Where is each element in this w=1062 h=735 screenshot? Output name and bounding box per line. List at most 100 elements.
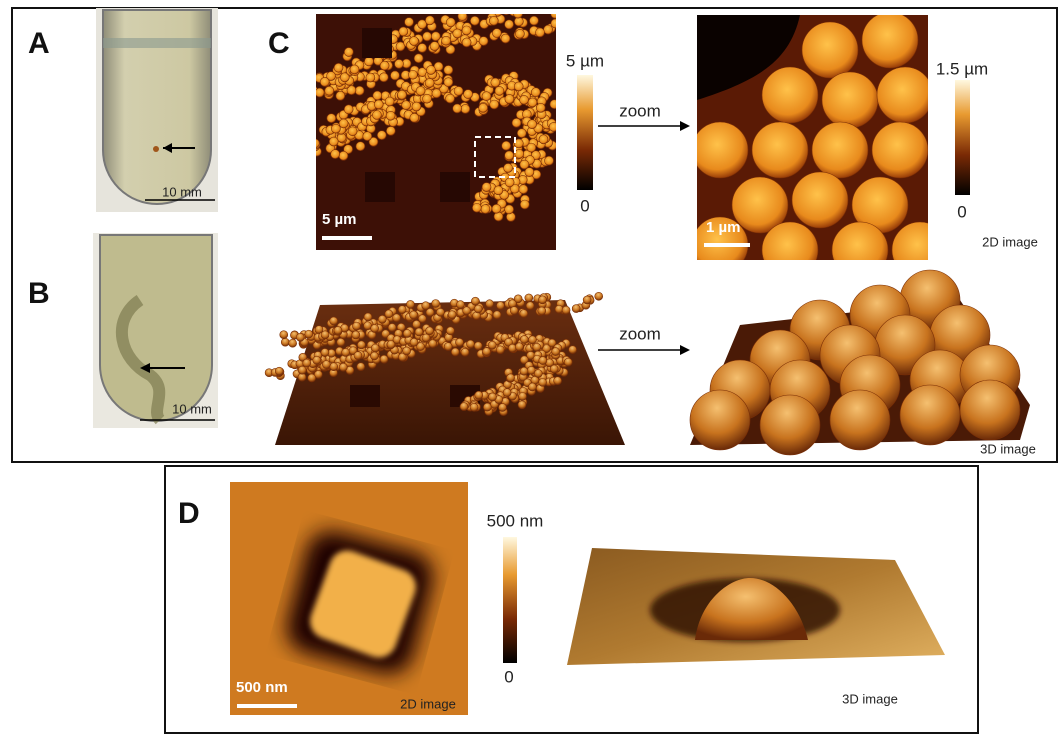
particle (478, 103, 488, 113)
particle-3d (320, 348, 330, 357)
particle-3d (370, 324, 379, 333)
afm-zoom-3d (689, 269, 1030, 456)
sphere (871, 121, 928, 179)
particle (347, 126, 358, 137)
particle (362, 131, 373, 141)
particle (338, 118, 349, 129)
particle-3d (412, 320, 421, 329)
particle (489, 99, 499, 110)
particle (386, 126, 396, 136)
particle-3d (392, 313, 401, 323)
colorbar-min: 0 (504, 667, 513, 686)
particle (516, 128, 527, 138)
particle-3d (336, 337, 346, 347)
particle-3d (563, 357, 573, 367)
particle (338, 151, 349, 161)
particle-3d (409, 338, 419, 347)
particle (384, 96, 395, 107)
particle-3d (528, 382, 537, 392)
particle-3d (538, 378, 547, 387)
colorbar (503, 537, 517, 663)
particle (544, 155, 554, 166)
particle-3d (498, 403, 507, 412)
particle (460, 104, 471, 114)
particle (452, 28, 463, 39)
particle-3d (314, 370, 323, 379)
particle-3d (456, 300, 465, 309)
particle (504, 94, 515, 104)
particle-3d (384, 309, 394, 319)
particle (417, 19, 427, 30)
colorbar (955, 80, 970, 195)
scale-bar-label: 10 mm (172, 401, 212, 416)
particle (519, 199, 530, 210)
particle-3d (370, 343, 380, 353)
particle (401, 100, 411, 110)
particle (404, 17, 414, 27)
particle (461, 37, 472, 48)
particle (354, 85, 365, 96)
colorbar-min: 0 (957, 202, 966, 221)
particle (430, 31, 441, 42)
particle (519, 159, 530, 170)
particle (500, 33, 511, 44)
particle-3d (356, 362, 366, 371)
particle-3d (398, 352, 407, 362)
colorbar (577, 75, 593, 190)
particle (415, 86, 426, 96)
particle-3d (307, 373, 317, 383)
particle-3d (520, 355, 529, 365)
particle-3d (450, 347, 460, 357)
particle (333, 62, 344, 73)
particle-3d (414, 327, 424, 337)
colorbar-max: 5 µm (566, 51, 604, 70)
particle (408, 69, 418, 80)
particle (328, 136, 339, 147)
afm-2d (230, 482, 468, 715)
particle (302, 142, 311, 151)
sphere (876, 66, 928, 124)
particle (424, 78, 435, 88)
particle (355, 141, 366, 152)
panel-label: A (28, 27, 50, 60)
particle (504, 19, 514, 30)
particle (319, 77, 330, 87)
particle-3d (551, 347, 560, 356)
sphere-3d (689, 389, 751, 451)
colorbar-max: 1.5 µm (936, 59, 988, 78)
particle (441, 35, 451, 46)
particle-3d (386, 340, 396, 349)
particle-3d (406, 300, 415, 309)
particle (518, 184, 529, 195)
particle-3d (402, 329, 412, 338)
particle (326, 71, 336, 81)
sphere (697, 121, 749, 179)
particle (535, 103, 546, 113)
particle (549, 99, 556, 110)
particle-3d (532, 342, 542, 352)
particle-3d (431, 299, 440, 308)
particle-3d (455, 338, 464, 347)
colorbar-max: 500 nm (487, 511, 544, 530)
particle-3d (320, 330, 330, 340)
particle (409, 113, 420, 123)
particle-3d (488, 392, 497, 402)
sphere (761, 66, 819, 124)
particle-3d (474, 390, 484, 400)
particle-3d (506, 373, 515, 383)
particle (343, 104, 354, 115)
particle-3d (538, 356, 548, 365)
zoom-label: zoom (619, 101, 661, 120)
particle-3d (418, 314, 427, 323)
particle-3d (496, 301, 505, 310)
particle (478, 36, 489, 46)
sphere (821, 71, 879, 129)
particle (504, 204, 514, 215)
particle (535, 27, 545, 38)
particle-3d (571, 304, 581, 313)
particle (530, 87, 541, 98)
particle-3d (409, 310, 418, 320)
particle-3d (515, 342, 524, 352)
sphere-3d (899, 384, 961, 446)
particle (492, 28, 502, 38)
